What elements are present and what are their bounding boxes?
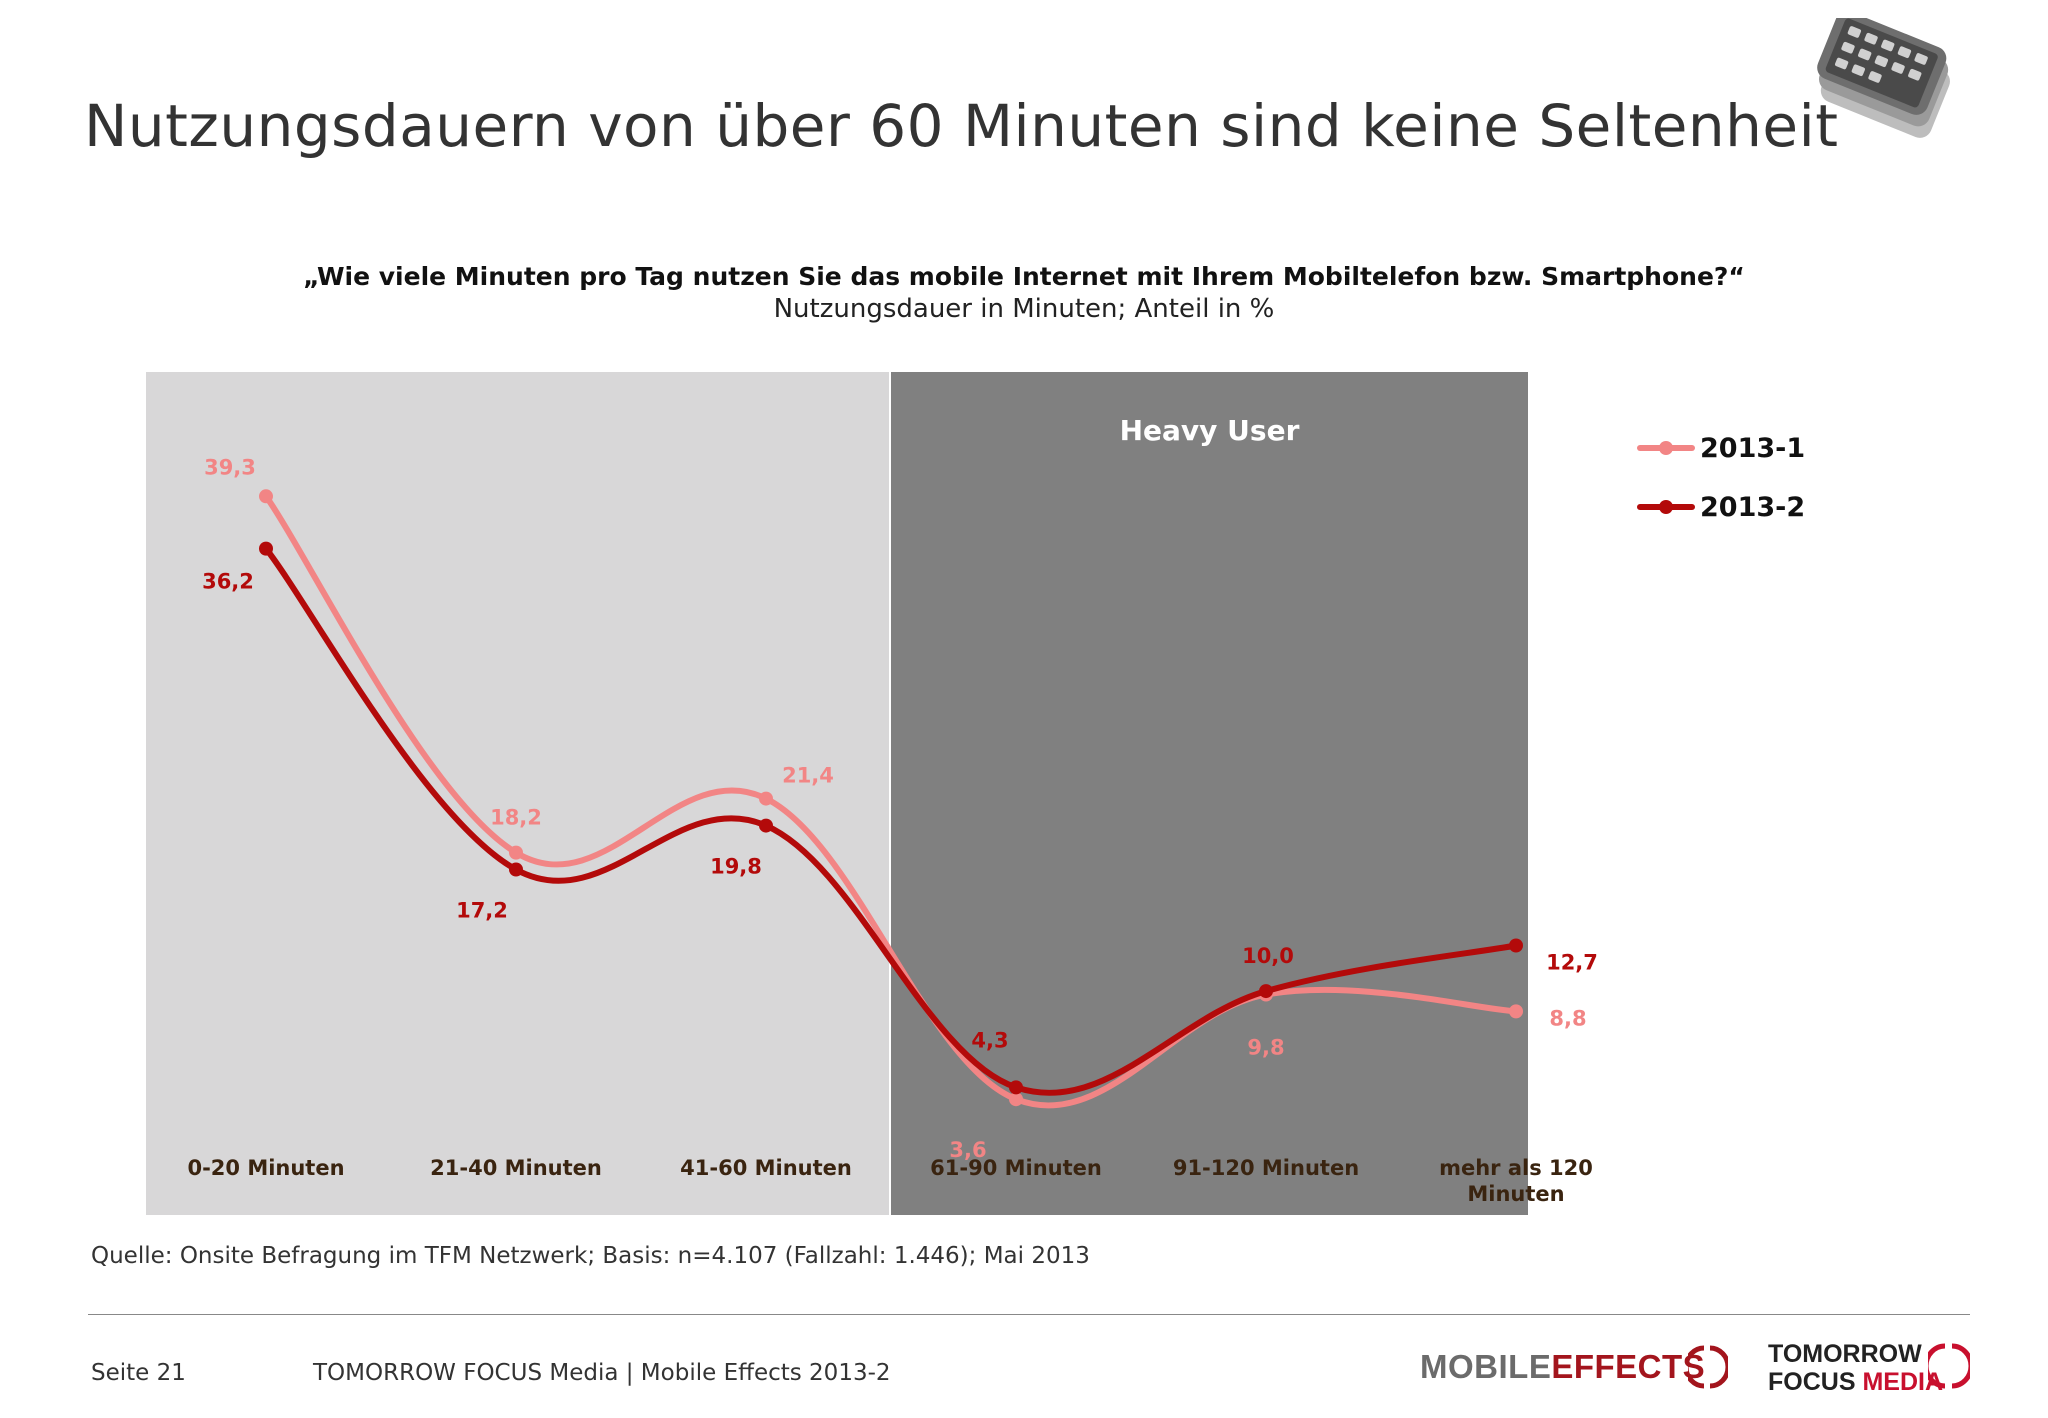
smartphone-icon [1817, 18, 1950, 138]
data-point-2013-1-4 [1009, 1092, 1023, 1107]
data-label-2013-1-2: 18,2 [490, 806, 542, 830]
category-label-4: 61-90 Minuten [930, 1156, 1102, 1180]
legend-label-2013-1: 2013-1 [1700, 433, 1805, 464]
logo-word-mobile: MOBILE [1420, 1348, 1552, 1385]
logo-word-effects: EFFECTS [1551, 1348, 1706, 1385]
data-label-2013-2-1: 36,2 [202, 570, 254, 594]
mobile-effects-ring-icon [1688, 1345, 1728, 1389]
chart-subtitle: Nutzungsdauer in Minuten; Anteil in % [773, 294, 1275, 324]
category-label-5: 91-120 Minuten [1173, 1156, 1359, 1180]
data-label-2013-1-4: 3,6 [949, 1138, 986, 1162]
data-label-2013-1-3: 21,4 [782, 764, 834, 788]
mobile-effects-logo: MOBILEEFFECTS [1420, 1348, 1705, 1386]
data-label-2013-1-6: 8,8 [1549, 1006, 1586, 1030]
data-label-2013-2-2: 17,2 [456, 899, 508, 923]
footer-divider [88, 1314, 1970, 1315]
data-point-2013-2-3 [759, 818, 773, 833]
tomorrow-focus-media-logo: TOMORROW FOCUS MEDIA [1768, 1340, 1943, 1396]
data-label-2013-2-3: 19,8 [710, 855, 762, 879]
data-point-2013-2-6 [1509, 938, 1523, 953]
page-title: Nutzungsdauern von über 60 Minuten sind … [84, 92, 1839, 160]
data-point-2013-2-2 [509, 862, 523, 877]
data-point-2013-2-1 [259, 541, 273, 556]
logo-word-tomorrow: TOMORROW [1768, 1340, 1922, 1368]
data-label-2013-1-1: 39,3 [204, 455, 256, 479]
data-point-2013-1-1 [259, 489, 273, 504]
data-point-2013-1-2 [509, 845, 523, 860]
footer-text: TOMORROW FOCUS Media | Mobile Effects 20… [313, 1360, 891, 1386]
legend-marker-2013-2 [1659, 500, 1673, 514]
category-label-6: mehr als 120 Minuten [1439, 1156, 1593, 1206]
category-label-1: 0-20 Minuten [187, 1156, 344, 1180]
data-point-2013-2-4 [1009, 1080, 1023, 1095]
data-point-2013-1-3 [759, 791, 773, 806]
band-label-heavy-user: Heavy User [1120, 414, 1300, 447]
legend-marker-2013-1 [1659, 441, 1673, 455]
band-2 [891, 372, 1528, 1215]
category-label-3: 41-60 Minuten [680, 1156, 852, 1180]
logo-word-focus: FOCUS [1768, 1368, 1856, 1396]
source-note: Quelle: Onsite Befragung im TFM Netzwerk… [91, 1243, 1090, 1269]
data-point-2013-1-6 [1509, 1004, 1523, 1019]
category-label-2: 21-40 Minuten [430, 1156, 602, 1180]
data-label-2013-2-5: 10,0 [1242, 944, 1294, 968]
data-label-2013-1-5: 9,8 [1247, 1035, 1284, 1059]
data-label-2013-2-6: 12,7 [1546, 951, 1598, 975]
band-1 [146, 372, 889, 1215]
page-number: Seite 21 [91, 1360, 186, 1386]
tomorrow-focus-ring-icon [1928, 1343, 1970, 1389]
legend-label-2013-2: 2013-2 [1700, 492, 1805, 523]
data-point-2013-2-5 [1259, 984, 1273, 999]
data-label-2013-2-4: 4,3 [971, 1028, 1008, 1052]
chart-question: „Wie viele Minuten pro Tag nutzen Sie da… [303, 262, 1745, 291]
